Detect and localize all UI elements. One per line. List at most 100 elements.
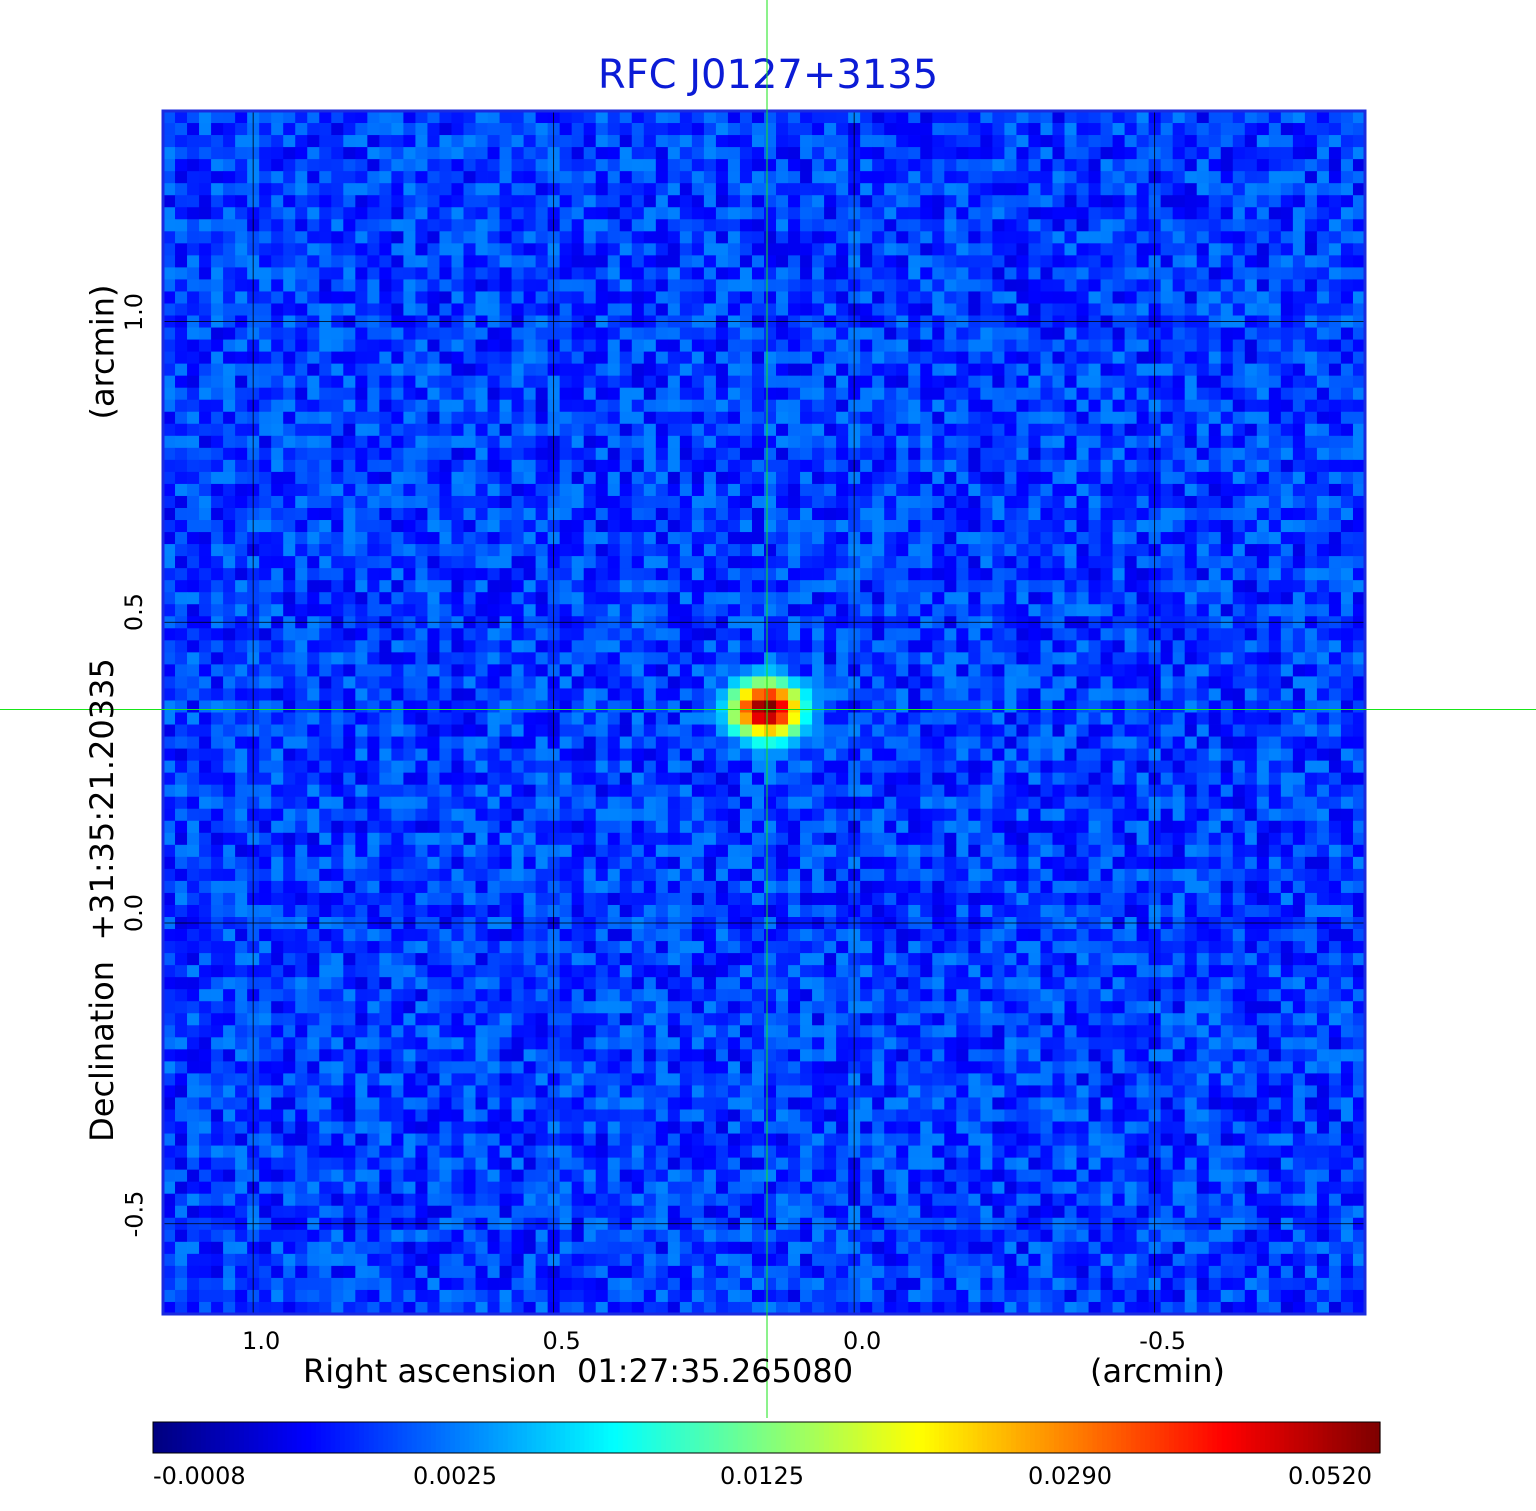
heatmap-cell (992, 423, 1005, 437)
heatmap-cell (259, 387, 272, 401)
heatmap-cell (679, 532, 693, 545)
heatmap-cell (1268, 604, 1282, 617)
heatmap-cell (1088, 255, 1101, 268)
heatmap-cell (739, 279, 753, 292)
heatmap-cell (776, 387, 789, 401)
heatmap-cell (751, 568, 765, 581)
heatmap-cell (1328, 580, 1342, 593)
heatmap-cell (1112, 255, 1125, 268)
heatmap-cell (523, 183, 537, 196)
heatmap-cell (607, 267, 621, 280)
heatmap-cell (619, 459, 633, 473)
heatmap-cell (211, 387, 224, 401)
heatmap-cell (824, 628, 837, 641)
heatmap-cell (1076, 435, 1089, 449)
heatmap-cell (667, 399, 681, 413)
heatmap-cell (223, 171, 236, 184)
heatmap-cell (956, 471, 969, 485)
heatmap-cell (1196, 532, 1210, 545)
heatmap-cell (211, 207, 224, 220)
heatmap-cell (283, 195, 296, 208)
heatmap-cell (1184, 123, 1198, 136)
heatmap-cell (451, 207, 464, 220)
heatmap-cell (175, 580, 188, 593)
heatmap-cell (1256, 135, 1270, 148)
heatmap-cell (583, 676, 597, 689)
heatmap-cell (1280, 700, 1294, 713)
heatmap-cell (1352, 363, 1366, 377)
heatmap-cell (1316, 159, 1330, 172)
heatmap-cell (824, 171, 837, 184)
heatmap-cell (571, 183, 585, 196)
heatmap-cell (884, 532, 897, 545)
heatmap-cell (872, 363, 885, 377)
heatmap-cell (583, 664, 597, 677)
heatmap-cell (739, 411, 753, 425)
heatmap-cell (968, 568, 981, 581)
heatmap-cell (163, 435, 176, 449)
heatmap-cell (800, 195, 813, 208)
heatmap-cell (1088, 423, 1101, 437)
heatmap-cell (235, 640, 248, 653)
heatmap-cell (1220, 399, 1234, 413)
heatmap-cell (1076, 375, 1089, 389)
heatmap-cell (703, 568, 717, 581)
heatmap-cell (523, 375, 537, 389)
heatmap-cell (1172, 375, 1186, 389)
heatmap-cell (1016, 471, 1029, 485)
heatmap-cell (283, 676, 296, 689)
heatmap-cell (1172, 351, 1186, 365)
heatmap-cell (1076, 495, 1089, 509)
heatmap-cell (391, 267, 404, 280)
heatmap-cell (319, 640, 332, 653)
heatmap-cell (391, 159, 404, 172)
heatmap-cell (920, 495, 933, 509)
heatmap-cell (559, 171, 573, 184)
heatmap-cell (1256, 664, 1270, 677)
heatmap-cell (391, 351, 404, 365)
heatmap-cell (932, 267, 945, 280)
heatmap-cell (932, 411, 945, 425)
heatmap-cell (631, 435, 645, 449)
heatmap-cell (331, 159, 344, 172)
heatmap-cell (403, 231, 416, 244)
heatmap-cell (1016, 435, 1029, 449)
heatmap-cell (679, 327, 693, 340)
heatmap-cell (908, 111, 921, 124)
heatmap-cell (223, 604, 236, 617)
heatmap-cell (992, 207, 1005, 220)
heatmap-cell (679, 219, 693, 232)
heatmap-cell (403, 556, 416, 569)
heatmap-cell (283, 423, 296, 437)
heatmap-cell (391, 219, 404, 232)
heatmap-cell (331, 147, 344, 160)
heatmap-cell (980, 399, 993, 413)
heatmap-cell (1208, 495, 1222, 509)
heatmap-cell (824, 483, 837, 497)
heatmap-cell (872, 592, 885, 605)
heatmap-cell (1016, 459, 1029, 473)
heatmap-cell (331, 664, 344, 677)
heatmap-cell (992, 459, 1005, 473)
heatmap-cell (944, 183, 957, 196)
heatmap-cell (643, 123, 657, 136)
heatmap-cell (1220, 255, 1234, 268)
heatmap-cell (223, 544, 236, 557)
heatmap-cell (283, 520, 296, 533)
heatmap-cell (1172, 483, 1186, 497)
heatmap-cell (235, 219, 248, 232)
heatmap-cell (511, 495, 524, 509)
heatmap-cell (631, 700, 645, 713)
heatmap-cell (776, 676, 789, 689)
heatmap-cell (1004, 435, 1017, 449)
heatmap-cell (175, 171, 188, 184)
heatmap-cell (439, 339, 452, 352)
heatmap-cell (800, 255, 813, 268)
heatmap-cell (1052, 195, 1065, 208)
heatmap-cell (391, 592, 404, 605)
heatmap-cell (944, 447, 957, 461)
heatmap-cell (1088, 159, 1101, 172)
heatmap-cell (992, 556, 1005, 569)
heatmap-cell (583, 495, 597, 509)
heatmap-cell (391, 339, 404, 352)
